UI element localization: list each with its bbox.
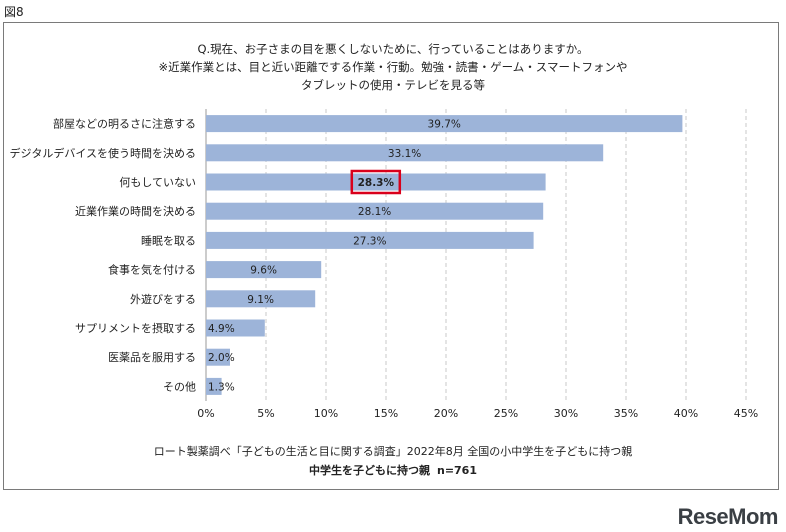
sample-size: n=761 xyxy=(436,464,477,477)
value-label: 2.0% xyxy=(208,352,235,364)
x-tick-label: 15% xyxy=(374,407,398,420)
x-tick-label: 25% xyxy=(494,407,518,420)
bar xyxy=(206,290,316,308)
value-label: 28.3% xyxy=(358,177,395,189)
x-tick-label: 40% xyxy=(674,407,698,420)
bar xyxy=(206,348,230,366)
highlight-box xyxy=(350,169,402,195)
question-line-1: Q.現在、お子さまの目を悪くしないために、行っていることはありますか。 xyxy=(197,42,589,56)
chart-frame xyxy=(3,22,779,490)
bar xyxy=(206,261,322,279)
value-label: 33.1% xyxy=(388,148,421,160)
bar xyxy=(206,115,683,133)
category-label: 睡眠を取る xyxy=(141,234,196,247)
bar xyxy=(206,173,546,191)
x-tick-label: 20% xyxy=(434,407,458,420)
bar xyxy=(206,377,222,395)
category-label: 部屋などの明るさに注意する xyxy=(53,117,196,131)
category-label: サプリメントを摂取する xyxy=(75,321,196,335)
x-tick-label: 5% xyxy=(257,407,274,420)
question-line-3: タブレットの使用・テレビを見る等 xyxy=(301,78,485,92)
bar xyxy=(206,144,604,162)
value-label: 9.6% xyxy=(250,265,277,277)
figure-label: 図8 xyxy=(4,5,24,19)
value-label: 1.3% xyxy=(208,381,235,393)
resemom-logo: ReseMom xyxy=(677,504,779,529)
x-tick-label: 45% xyxy=(734,407,758,420)
category-labels: 部屋などの明るさに注意するデジタルデバイスを使う時間を決める何もしていない近業作… xyxy=(10,117,196,394)
category-label: デジタルデバイスを使う時間を決める xyxy=(10,146,196,160)
value-label: 4.9% xyxy=(208,323,235,335)
x-tick-label: 35% xyxy=(614,407,638,420)
category-label: 食事を気を付ける xyxy=(108,263,196,277)
value-label: 9.1% xyxy=(247,294,274,306)
value-label: 28.1% xyxy=(358,206,391,218)
x-tick-label: 10% xyxy=(314,407,338,420)
sample-note: 中学生を子どもに持つ親 n=761 xyxy=(0,462,786,478)
bar xyxy=(206,319,265,337)
category-label: 医薬品を服用する xyxy=(108,351,196,364)
bars: 39.7% 33.1% 28.3% 28.1% 27.3% 9.6% 9.1% 4.9% 2.0… xyxy=(206,115,683,395)
segment-label: 中学生を子どもに持つ親 xyxy=(308,464,430,477)
category-label: 近業作業の時間を決める xyxy=(75,205,196,218)
bar xyxy=(206,231,534,249)
x-tick-label: 30% xyxy=(554,407,578,420)
category-label: その他 xyxy=(163,380,196,393)
value-label: 27.3% xyxy=(353,235,386,247)
category-label: 何もしていない xyxy=(119,176,196,189)
bar xyxy=(206,202,544,220)
question-line-2: ※近業作業とは、目と近い距離でする作業・行動。勉強・読書・ゲーム・スマートフォン… xyxy=(158,60,628,74)
value-label: 39.7% xyxy=(428,119,461,131)
x-tick-labels: 0% 5% 10% 15% 20% 25% 30% 35% 40% 45% xyxy=(197,407,758,420)
source-note: ロート製薬調べ「子どもの生活と目に関する調査」2022年8月 全国の小中学生を子… xyxy=(153,445,633,458)
x-tick-label: 0% xyxy=(197,407,214,420)
category-label: 外遊びをする xyxy=(130,292,196,306)
